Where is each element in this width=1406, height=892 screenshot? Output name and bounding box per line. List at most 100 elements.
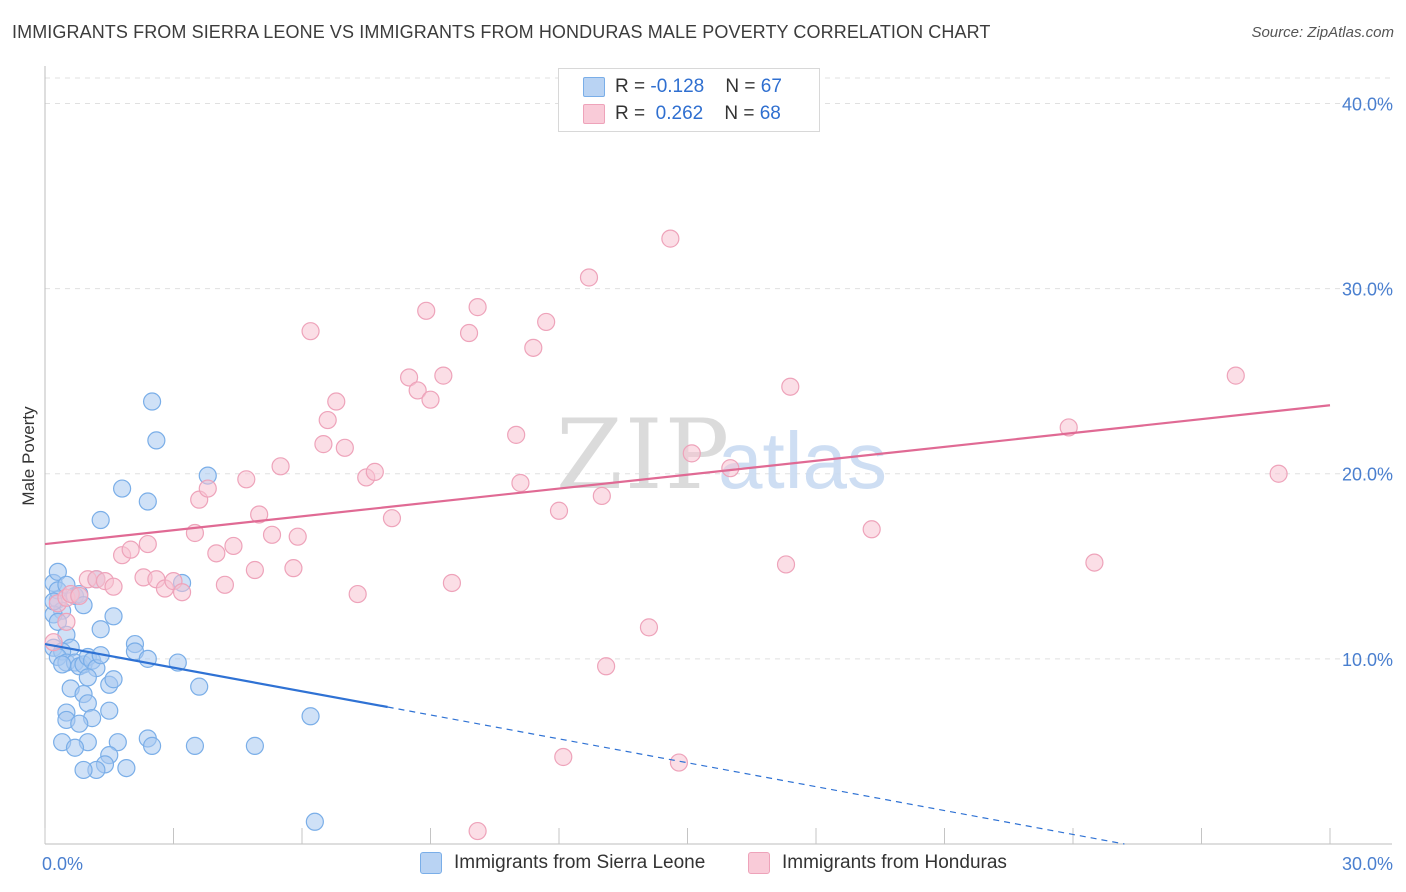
data-point [44, 633, 63, 652]
data-point [365, 462, 384, 481]
data-point [70, 586, 89, 606]
data-point [661, 229, 680, 248]
data-point [507, 425, 526, 444]
data-point [348, 584, 367, 604]
data-point [224, 536, 243, 556]
data-point [172, 583, 192, 602]
data-point [70, 714, 89, 733]
data-point [104, 670, 123, 689]
data-point [549, 501, 569, 520]
legend-r-label: R = [615, 103, 651, 124]
x-tick-label: 0.0% [42, 854, 83, 874]
watermark-atlas: atlas [718, 416, 887, 505]
data-point [198, 479, 217, 498]
correlation-legend: R = -0.128 N = 67 R = 0.262 N = 68 [558, 68, 820, 132]
data-point [335, 438, 354, 457]
data-point [579, 268, 599, 287]
y-tick-label: 20.0% [1342, 465, 1393, 485]
data-point [314, 435, 333, 454]
data-point [108, 733, 127, 752]
data-point [318, 410, 337, 430]
data-point [524, 338, 543, 357]
legend-row-sierra-leone: R = -0.128 N = 67 [583, 75, 782, 99]
data-point [53, 655, 72, 674]
data-point [142, 392, 162, 411]
data-point [399, 368, 419, 387]
data-point [142, 736, 162, 755]
data-point [721, 459, 740, 478]
legend-swatch-honduras [583, 104, 605, 124]
axes [44, 66, 1392, 845]
data-point [669, 753, 689, 772]
data-point [327, 392, 346, 411]
data-point [48, 562, 67, 581]
data-point [207, 544, 226, 563]
legend-n-label: N = [724, 103, 760, 124]
data-point [1226, 366, 1245, 385]
data-point [121, 540, 140, 559]
trend-line-honduras [44, 404, 1331, 546]
bottom-legend-swatch-honduras [748, 852, 770, 874]
data-point [1085, 553, 1104, 572]
legend-n-value: 68 [759, 103, 781, 124]
legend-r-value: 0.262 [650, 103, 704, 124]
data-point [271, 457, 290, 476]
data-point [1269, 464, 1288, 483]
data-point [434, 366, 453, 385]
trend-line-sierra-leone [44, 642, 388, 709]
legend-swatch-sierra-leone [583, 77, 605, 97]
data-point [65, 738, 85, 757]
data-point [245, 560, 264, 580]
data-point [468, 821, 487, 841]
y-axis-label: Male Poverty [19, 406, 38, 506]
data-point [776, 555, 796, 574]
legend-n-label: N = [725, 76, 761, 97]
data-point [245, 736, 264, 755]
data-point [1059, 418, 1078, 437]
legend-row-honduras: R = 0.262 N = 68 [583, 102, 781, 126]
data-point [57, 612, 76, 631]
data-point [862, 520, 881, 539]
tick-labels: 10.0% 20.0% 30.0% 40.0% 0.0% 30.0% [42, 94, 1393, 874]
data-point [237, 470, 256, 489]
data-point [682, 444, 701, 463]
data-point [301, 707, 320, 726]
data-point [78, 668, 97, 687]
watermark-zip: ZIP [556, 399, 731, 511]
data-point [408, 381, 427, 400]
trend-line-sierra-leone-extension [387, 706, 1125, 845]
watermark: ZIP atlas [556, 399, 887, 511]
data-point [781, 377, 800, 396]
chart-title: IMMIGRANTS FROM SIERRA LEONE VS IMMIGRAN… [12, 22, 991, 42]
data-point [112, 479, 132, 498]
data-point [215, 575, 234, 594]
data-point [147, 431, 166, 450]
data-point [91, 510, 110, 530]
bottom-legend-honduras: Immigrants from Honduras [748, 850, 1007, 876]
legend-r-label: R = [615, 76, 651, 97]
data-point [592, 486, 611, 506]
data-point [190, 677, 209, 696]
data-point [468, 298, 487, 317]
data-point [421, 390, 440, 409]
data-point [138, 492, 157, 511]
data-point [250, 505, 269, 524]
bottom-legend-label-honduras: Immigrants from Honduras [782, 852, 1007, 873]
data-point [288, 527, 307, 546]
bottom-legend-swatch-sierra-leone [420, 852, 442, 874]
bottom-legend-sierra-leone: Immigrants from Sierra Leone [420, 850, 705, 876]
y-tick-label: 10.0% [1342, 650, 1393, 670]
data-point [91, 620, 110, 639]
data-point [262, 525, 282, 544]
data-point [442, 573, 462, 593]
data-point [74, 760, 93, 780]
bottom-legend-label-sierra-leone: Immigrants from Sierra Leone [454, 852, 706, 873]
trend-lines [44, 404, 1331, 845]
data-point [301, 322, 320, 341]
data-point [104, 607, 123, 626]
data-point [185, 736, 205, 755]
data-point [117, 758, 136, 778]
data-point [305, 812, 324, 831]
series-honduras-points [44, 229, 1288, 841]
